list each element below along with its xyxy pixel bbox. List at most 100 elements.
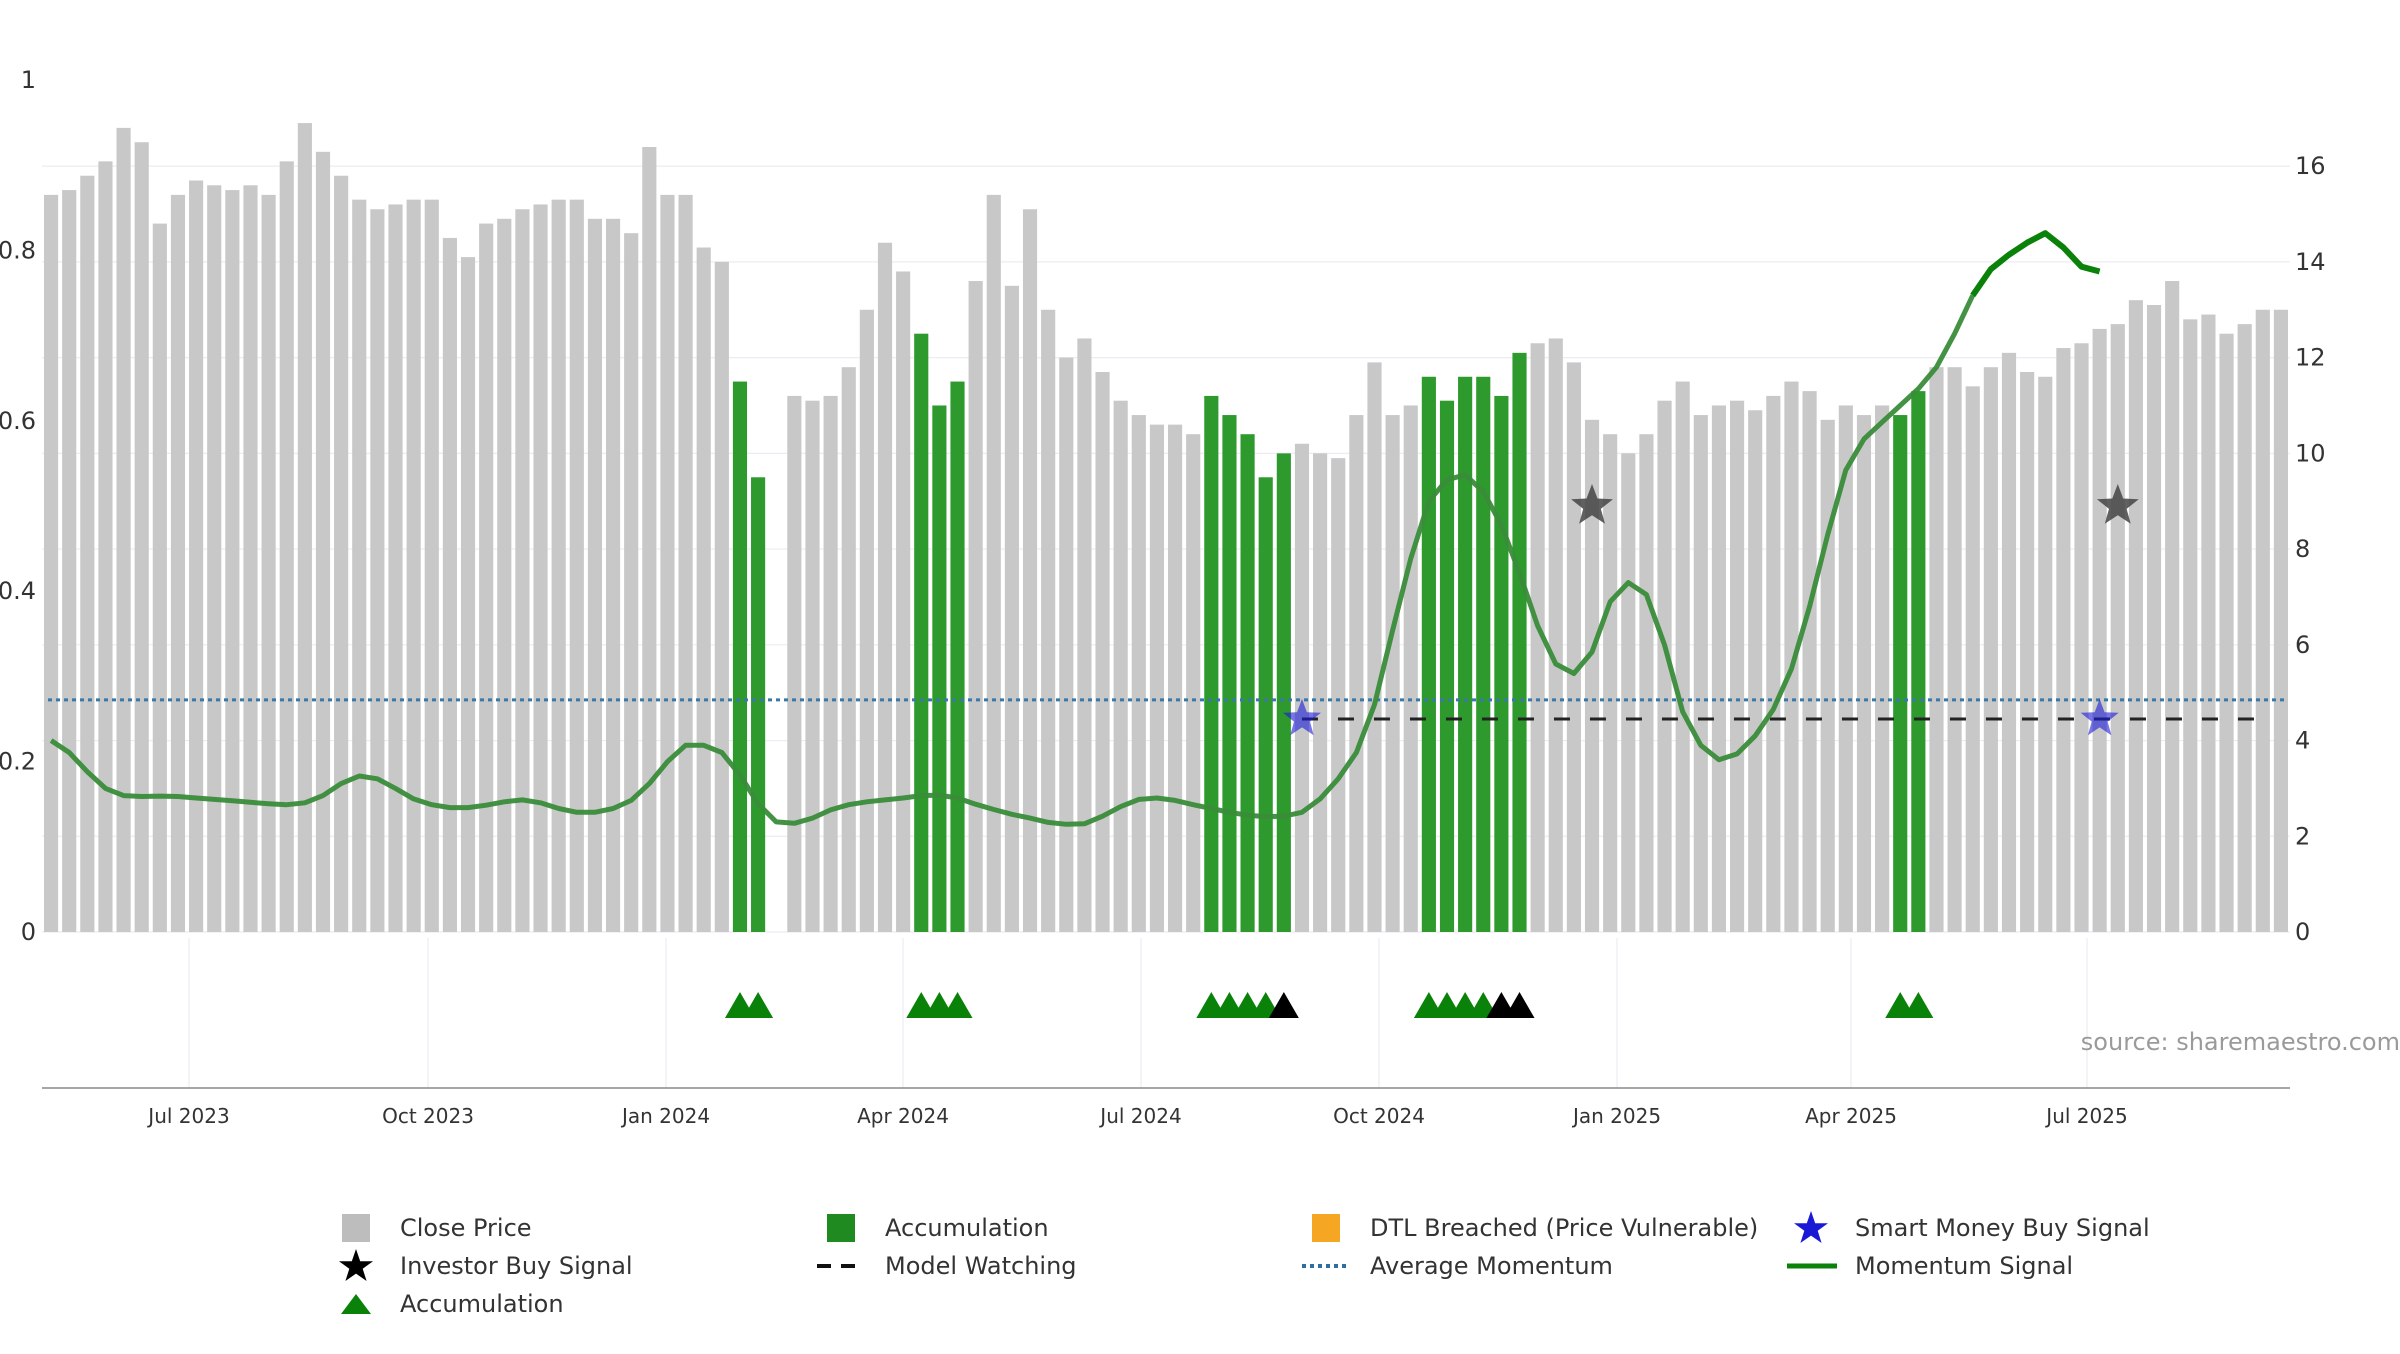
close-price-bar [841, 367, 856, 932]
close-price-bar [2146, 304, 2162, 932]
close-price-bar [134, 142, 149, 932]
close-price-bar [1983, 367, 1998, 932]
close-price-bar [1566, 362, 1581, 932]
close-price-bar [497, 218, 512, 933]
investor-buy-star [1571, 484, 1613, 524]
signal-markers [724, 484, 2139, 1018]
right-tick-label: 2 [2295, 822, 2310, 850]
close-price-bar [460, 257, 476, 932]
accumulation-bar [1512, 352, 1527, 933]
close-price-bar [1530, 343, 1545, 932]
legend-item-model-watching: Model Watching [815, 1248, 1077, 1284]
accumulation-bar [1911, 391, 1926, 932]
close-price-bar [279, 161, 294, 932]
close-price-bar [388, 204, 403, 932]
close-price-bar [1820, 419, 1835, 933]
close-price-bar [62, 190, 77, 932]
close-price-bar [1929, 367, 1944, 932]
close-price-bar [370, 209, 385, 932]
accumulation-bar [732, 381, 748, 933]
accumulation-bar [1204, 395, 1219, 932]
right-tick-label: 14 [2295, 248, 2326, 276]
right-tick-label: 16 [2295, 152, 2326, 180]
left-tick-label: 1 [21, 66, 36, 94]
close-price-bar [1965, 386, 1980, 933]
axes: Jul 2023 Oct 2023 Jan 2024 Apr 2024 Jul 2024… [0, 66, 2326, 1128]
close-price-bar [1403, 405, 1418, 932]
close-price-bar [1603, 434, 1618, 932]
close-price-bar [2001, 352, 2017, 933]
close-price-bar [2092, 328, 2107, 932]
x-tick-label: Jan 2024 [620, 1104, 710, 1128]
accumulation-bar [914, 333, 929, 932]
close-price-bar [442, 237, 457, 932]
right-tick-label: 8 [2295, 535, 2310, 563]
accumulation-bar [1421, 376, 1436, 932]
close-price-bar [1095, 371, 1110, 932]
accumulation-bar [1240, 434, 1255, 932]
dashed-line-icon [815, 1248, 867, 1284]
close-price-bar [877, 242, 893, 932]
close-price-bar [170, 194, 186, 932]
left-tick-label: 0.6 [0, 407, 36, 435]
close-price-bar [2110, 324, 2125, 932]
smart-money-buy-star [2080, 699, 2119, 736]
accumulation-bar [1458, 376, 1473, 932]
close-price-bar [207, 185, 222, 933]
close-price-bar [1294, 443, 1310, 932]
legend-label: Average Momentum [1370, 1252, 1613, 1280]
momentum-signal-line-recent [1970, 230, 2101, 298]
left-tick-label: 0.8 [0, 236, 36, 264]
close-price-bar [1639, 434, 1654, 932]
close-price-bar [1657, 400, 1672, 932]
close-price-bar [1621, 453, 1636, 932]
legend-label: Accumulation [400, 1290, 564, 1318]
left-tick-label: 0.4 [0, 577, 36, 605]
accumulation-triangle [1268, 992, 1299, 1018]
legend: Close Price Accumulation DTL Breached (P… [330, 1210, 2230, 1340]
close-price-bar [1186, 434, 1201, 932]
legend-item-close-price: Close Price [330, 1210, 532, 1246]
close-price-bar [2273, 309, 2289, 932]
close-price-bar [859, 309, 874, 932]
accumulation-bar [751, 477, 766, 932]
right-tick-label: 6 [2295, 631, 2310, 659]
legend-label: Smart Money Buy Signal [1855, 1214, 2150, 1242]
close-price-bar [1313, 453, 1328, 932]
x-tick-label: Oct 2024 [1333, 1104, 1425, 1128]
close-price-bar [2165, 281, 2180, 933]
close-price-bar [1131, 415, 1146, 933]
close-price-bar [805, 400, 820, 932]
x-tick-label: Jul 2025 [2044, 1104, 2127, 1128]
x-tick-label: Jul 2023 [146, 1104, 229, 1128]
accumulation-bar [1222, 415, 1237, 933]
close-price-bar [896, 271, 911, 932]
green-square-icon [815, 1210, 867, 1246]
close-price-bar [533, 204, 548, 932]
right-tick-label: 10 [2295, 439, 2326, 467]
accumulation-triangle [743, 992, 774, 1018]
x-tick-label: Jan 2025 [1571, 1104, 1661, 1128]
close-price-bar [1838, 405, 1853, 932]
close-price-bar [1711, 405, 1727, 932]
black-star-icon [330, 1248, 382, 1284]
close-price-bar [479, 223, 494, 932]
accumulation-triangle [1504, 992, 1535, 1018]
legend-label: Investor Buy Signal [400, 1252, 633, 1280]
close-price-bar [1004, 285, 1019, 933]
close-price-bar [787, 395, 802, 932]
close-price-bar [1167, 424, 1183, 932]
close-price-bar [2074, 343, 2089, 932]
close-price-bar [1385, 415, 1400, 933]
close-price-bar [1349, 415, 1364, 933]
close-price-bars [43, 123, 2289, 933]
close-price-bar [98, 161, 113, 932]
left-tick-label: 0 [21, 918, 36, 946]
source-label: source: sharemaestro.com [2081, 1028, 2400, 1056]
close-price-bar [1059, 357, 1074, 932]
left-tick-label: 0.2 [0, 748, 36, 776]
legend-item-accumulation-bar: Accumulation [815, 1210, 1049, 1246]
close-price-bar [406, 199, 421, 933]
